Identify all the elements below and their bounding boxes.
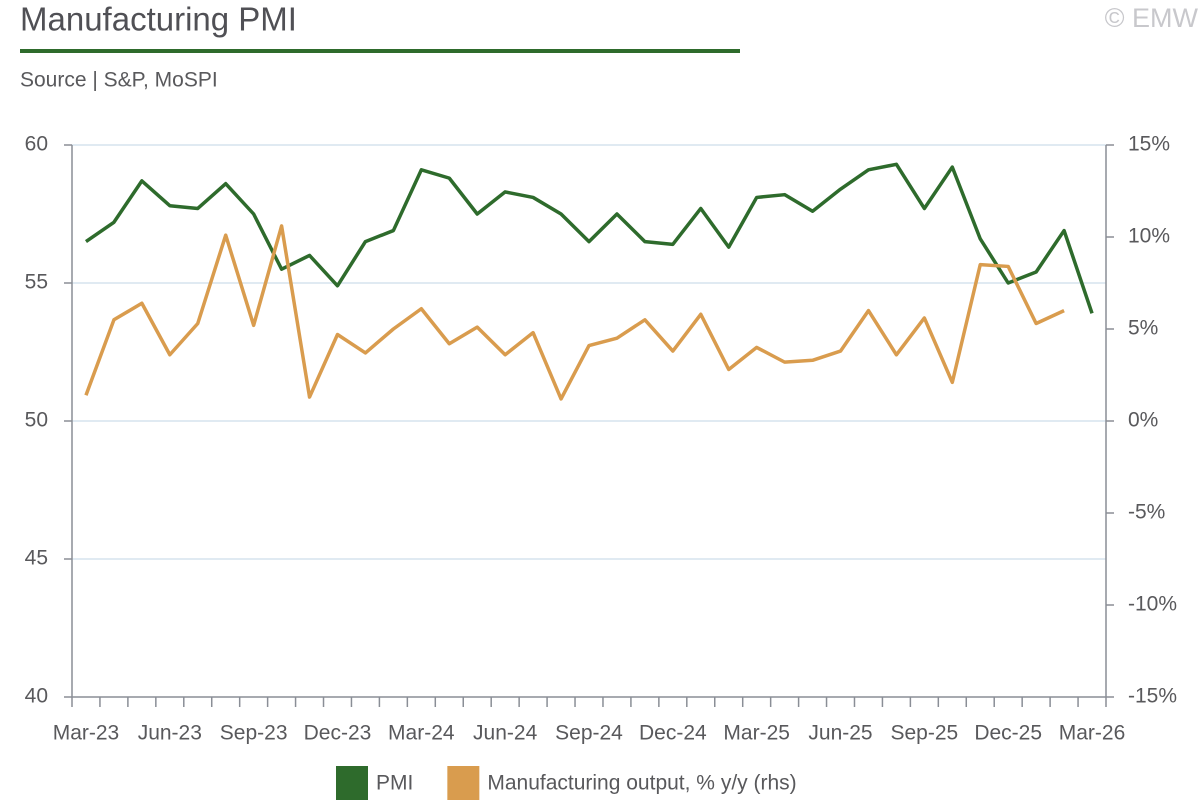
legend-label: Manufacturing output, % y/y (rhs) [487, 772, 796, 795]
x-tick-label: Dec-25 [974, 722, 1042, 745]
x-tick-label: Dec-23 [304, 722, 372, 745]
x-tick-label: Sep-24 [555, 722, 623, 745]
copyright: © EMW [1105, 3, 1199, 33]
title-rule [20, 49, 740, 53]
y2-tick-label: 0% [1128, 409, 1158, 432]
y-tick-label: 50 [25, 409, 48, 432]
series-line [84, 162, 1094, 314]
legend-swatch [336, 766, 368, 800]
y-tick-label: 60 [25, 133, 48, 156]
x-tick-label: Mar-23 [53, 722, 120, 745]
y2-tick-label: -15% [1128, 685, 1177, 708]
x-tick-label: Sep-25 [890, 722, 958, 745]
x-tick-label: Mar-25 [723, 722, 790, 745]
x-tick-label: Jun-23 [138, 722, 202, 745]
y2-tick-label: -10% [1128, 593, 1177, 616]
y2-tick-label: 15% [1128, 133, 1170, 156]
y-tick-label: 55 [25, 271, 48, 294]
x-tick-label: Sep-23 [220, 722, 288, 745]
x-tick-label: Mar-26 [1059, 722, 1126, 745]
y2-tick-label: 5% [1128, 317, 1158, 340]
chart-title: Manufacturing PMI [20, 1, 297, 38]
x-tick-label: Mar-24 [388, 722, 455, 745]
series-line [84, 224, 1065, 401]
x-tick-label: Jun-24 [473, 722, 538, 745]
legend-label: PMI [376, 772, 413, 795]
legend-swatch [447, 766, 480, 800]
y2-tick-label: 10% [1128, 225, 1170, 248]
x-tick-label: Dec-24 [639, 722, 707, 745]
chart-subtitle: Source | S&P, MoSPI [20, 69, 218, 92]
x-tick-label: Jun-25 [808, 722, 872, 745]
y-tick-label: 45 [25, 547, 48, 570]
y2-tick-label: -5% [1128, 501, 1165, 524]
y-tick-label: 40 [25, 685, 48, 708]
